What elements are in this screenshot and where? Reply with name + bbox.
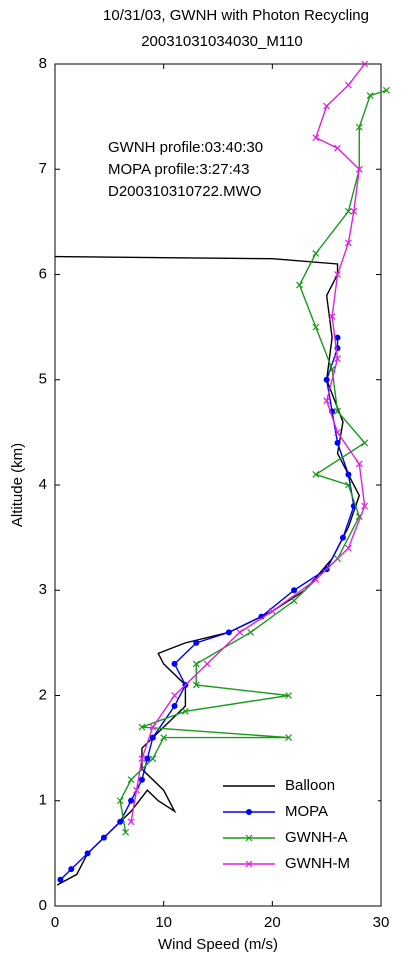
legend-label: GWNH-A (285, 829, 348, 846)
data-point (355, 460, 363, 468)
data-point (247, 628, 255, 636)
data-point (225, 629, 232, 636)
data-point (181, 707, 189, 715)
data-point (334, 144, 341, 152)
data-point (312, 323, 320, 331)
data-point (323, 397, 331, 405)
data-point (361, 60, 369, 68)
data-point (127, 818, 135, 826)
legend-marker (245, 860, 253, 868)
data-point (268, 607, 276, 615)
data-point (192, 681, 200, 689)
data-point (160, 734, 168, 742)
x-tick-label: 0 (51, 914, 59, 931)
data-point (203, 660, 211, 668)
data-point (328, 313, 336, 321)
data-point (84, 850, 91, 857)
data-point (323, 102, 331, 110)
data-point (361, 439, 369, 447)
data-point (144, 755, 151, 762)
data-point (339, 534, 346, 541)
data-point (171, 660, 178, 667)
data-point (290, 597, 298, 605)
data-point (355, 123, 363, 131)
data-point (323, 376, 330, 383)
data-point (361, 502, 369, 510)
y-tick-label: 4 (39, 476, 47, 493)
chart-title: 10/31/03, GWNH with Photon Recycling (103, 7, 369, 24)
x-tick-label: 30 (373, 914, 390, 931)
data-point (138, 755, 146, 763)
data-point (366, 92, 374, 99)
data-point (344, 81, 352, 89)
y-tick-label: 3 (39, 581, 47, 598)
annotation: D200310310722.MWO (108, 183, 261, 200)
data-point (171, 692, 178, 699)
data-point (334, 407, 341, 415)
y-tick-label: 8 (39, 55, 47, 72)
data-point (171, 703, 178, 710)
data-point (334, 355, 341, 363)
data-point (334, 271, 341, 278)
data-point (312, 134, 320, 142)
data-point (344, 207, 352, 215)
data-point (133, 786, 140, 794)
legend-box (215, 770, 378, 880)
data-point (116, 797, 124, 805)
y-tick-label: 7 (39, 160, 47, 177)
data-point (149, 755, 157, 763)
data-point (149, 734, 156, 741)
data-point (138, 723, 146, 731)
data-point (68, 866, 75, 873)
x-tick-label: 20 (264, 914, 281, 931)
legend-marker (245, 834, 253, 842)
series-line (119, 89, 387, 833)
data-point (236, 628, 244, 636)
data-point (312, 471, 320, 478)
data-point (127, 776, 135, 784)
y-tick-label: 0 (39, 897, 47, 914)
data-point (345, 471, 352, 478)
annotation: GWNH profile:03:40:30 (108, 139, 263, 156)
legend-marker (246, 809, 252, 815)
x-axis-label: Wind Speed (m/s) (158, 936, 278, 953)
series-line (54, 255, 361, 886)
y-axis-label: Altitude (km) (9, 443, 26, 527)
data-point (128, 797, 135, 804)
y-tick-label: 2 (39, 686, 47, 703)
data-point (383, 86, 390, 94)
data-point (192, 660, 200, 668)
data-point (334, 334, 341, 341)
data-point (285, 692, 293, 699)
y-tick-label: 6 (39, 265, 47, 282)
data-point (100, 834, 107, 841)
y-tick-label: 1 (39, 792, 47, 809)
legend-label: Balloon (285, 777, 335, 794)
data-point (193, 639, 200, 646)
data-point (57, 876, 64, 883)
data-point (334, 428, 341, 436)
data-point (344, 544, 352, 552)
data-point (334, 439, 341, 446)
legend-label: GWNH-M (285, 855, 350, 872)
data-point (149, 723, 157, 731)
x-tick-label: 10 (155, 914, 172, 931)
data-point (122, 828, 130, 836)
annotation: MOPA profile:3:27:43 (108, 161, 249, 178)
data-point (296, 281, 303, 289)
data-point (355, 165, 363, 173)
data-point (291, 587, 298, 594)
legend-label: MOPA (285, 803, 328, 820)
data-point (117, 818, 124, 825)
data-point (344, 481, 352, 489)
data-point (350, 207, 358, 215)
data-point (312, 250, 320, 257)
y-tick-label: 5 (39, 371, 47, 388)
data-point (344, 239, 352, 247)
chart-subtitle: 20031031034030_M110 (141, 33, 303, 50)
data-point (312, 576, 320, 584)
data-point (285, 734, 293, 742)
data-point (138, 776, 145, 783)
